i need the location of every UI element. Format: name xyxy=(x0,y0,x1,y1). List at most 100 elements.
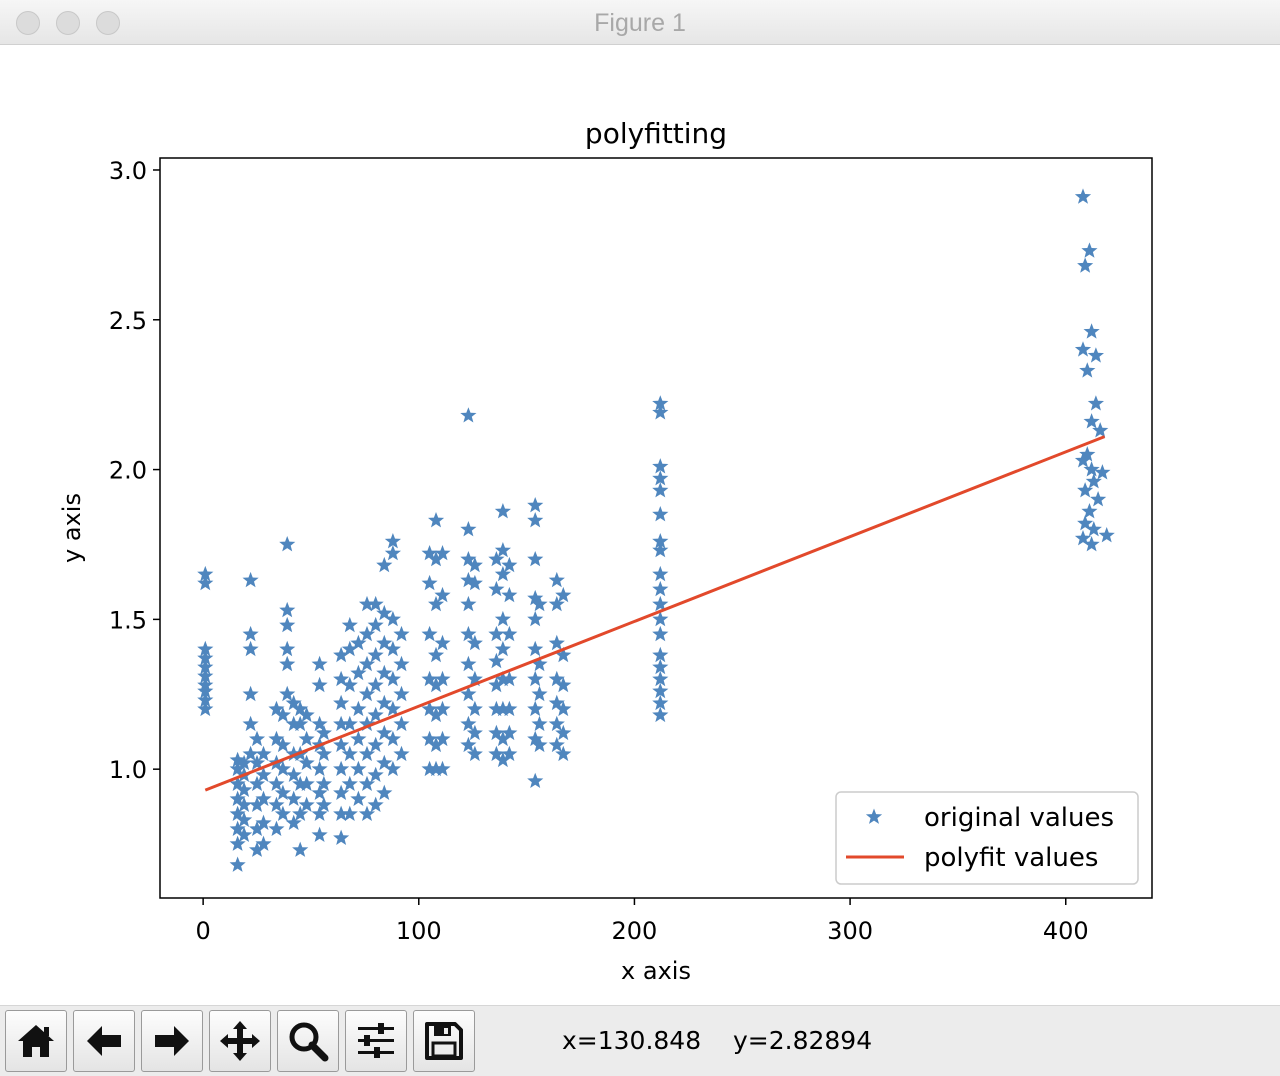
data-point xyxy=(268,700,285,717)
back-button[interactable] xyxy=(73,1010,135,1072)
data-point xyxy=(494,503,511,519)
data-point xyxy=(333,715,350,732)
data-point xyxy=(527,512,544,528)
data-point xyxy=(367,706,384,723)
data-point xyxy=(466,634,483,651)
data-point xyxy=(298,706,315,723)
data-point xyxy=(236,754,253,771)
arrow-right-icon xyxy=(155,1026,189,1056)
data-point xyxy=(1083,461,1100,477)
data-point xyxy=(236,811,253,827)
data-point xyxy=(341,715,358,732)
zoom-window-button[interactable] xyxy=(96,11,120,35)
data-point xyxy=(279,601,296,618)
data-point xyxy=(315,724,332,741)
data-point xyxy=(350,700,367,717)
data-point xyxy=(494,565,511,582)
data-point xyxy=(298,796,315,812)
data-point xyxy=(527,772,544,788)
chart: polyfitting x axis y axis 0 100 200 300 400 1.0 1… xyxy=(58,117,1153,985)
data-point xyxy=(1079,362,1096,378)
data-point xyxy=(292,700,309,717)
data-point xyxy=(393,685,410,702)
data-point xyxy=(1083,536,1100,552)
data-point xyxy=(1087,347,1104,363)
data-point xyxy=(393,745,410,762)
data-point xyxy=(488,745,505,762)
data-point xyxy=(527,670,544,687)
data-point xyxy=(333,760,350,777)
data-point xyxy=(229,760,246,777)
data-point xyxy=(197,667,214,684)
data-point xyxy=(358,805,376,821)
data-point xyxy=(274,706,291,723)
data-point xyxy=(1094,464,1111,480)
data-point xyxy=(466,700,483,717)
data-point xyxy=(249,796,266,812)
subplots-button[interactable] xyxy=(345,1010,407,1072)
data-point xyxy=(236,781,253,797)
data-point xyxy=(255,766,272,782)
data-point xyxy=(311,805,328,821)
x-tick-label: 100 xyxy=(396,917,442,945)
close-window-button[interactable] xyxy=(16,11,40,35)
data-point xyxy=(488,724,505,741)
figure-canvas[interactable]: polyfitting x axis y axis 0 100 200 300 400 1.0 1… xyxy=(0,45,1280,1005)
data-point xyxy=(1098,527,1115,543)
x-tick-label: 400 xyxy=(1043,917,1089,945)
forward-button[interactable] xyxy=(141,1010,203,1072)
data-point xyxy=(548,715,565,732)
data-point xyxy=(652,670,669,687)
data-point xyxy=(268,820,285,836)
x-tick-label: 300 xyxy=(827,917,873,945)
data-point xyxy=(274,736,291,753)
data-point xyxy=(531,655,548,672)
minimize-window-button[interactable] xyxy=(56,11,80,35)
data-point xyxy=(1083,323,1100,339)
data-point xyxy=(460,595,477,612)
data-point xyxy=(555,676,572,693)
home-button[interactable] xyxy=(5,1010,67,1072)
data-point xyxy=(488,625,505,642)
data-point xyxy=(384,610,401,627)
data-point xyxy=(428,595,445,612)
save-button[interactable] xyxy=(413,1010,475,1072)
data-point xyxy=(255,835,272,851)
data-point xyxy=(242,625,259,642)
data-point xyxy=(197,700,214,717)
data-point xyxy=(548,634,565,651)
magnifier-icon xyxy=(289,1022,329,1062)
navigation-toolbar xyxy=(0,1005,1280,1076)
data-point xyxy=(531,685,548,702)
data-point xyxy=(428,736,445,753)
data-point xyxy=(1085,521,1102,537)
data-point xyxy=(229,775,246,791)
data-point xyxy=(229,820,246,836)
data-point xyxy=(488,580,505,597)
data-point xyxy=(460,571,477,588)
data-point xyxy=(428,706,445,723)
data-point xyxy=(494,730,511,747)
data-point xyxy=(548,694,565,711)
pan-button[interactable] xyxy=(209,1010,271,1072)
y-tick-label: 2.0 xyxy=(109,457,147,485)
data-point xyxy=(197,691,214,708)
data-point xyxy=(527,700,544,717)
data-point xyxy=(466,574,483,591)
data-point xyxy=(341,775,358,791)
data-point xyxy=(350,790,367,806)
data-point xyxy=(652,694,669,711)
data-point xyxy=(460,685,477,702)
data-point xyxy=(311,826,328,842)
data-point xyxy=(460,715,477,732)
data-point xyxy=(466,745,483,762)
data-point xyxy=(249,754,266,771)
data-point xyxy=(1083,413,1100,429)
data-point xyxy=(548,571,565,588)
home-icon xyxy=(18,1025,54,1057)
data-point xyxy=(488,551,505,567)
data-point xyxy=(434,586,451,603)
data-point xyxy=(421,574,438,591)
zoom-button[interactable] xyxy=(277,1010,339,1072)
